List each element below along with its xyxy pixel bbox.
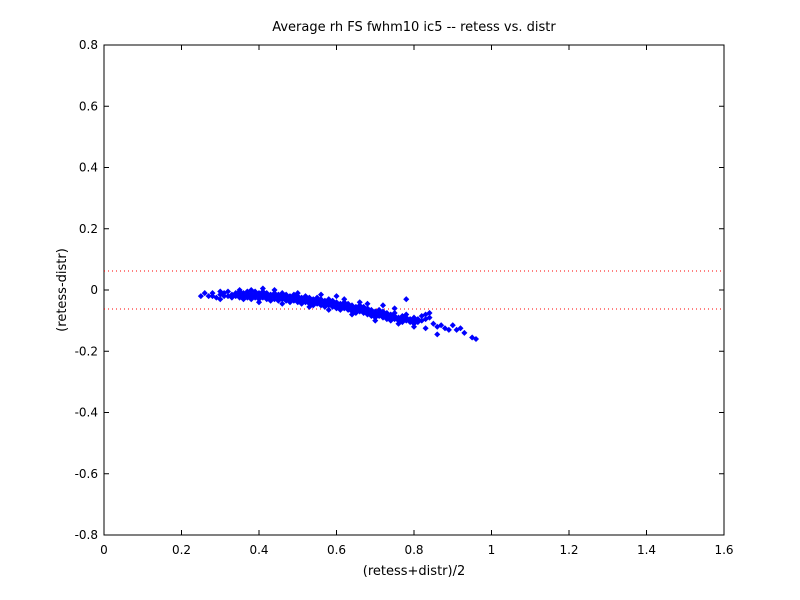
data-point (197, 293, 204, 300)
y-tick-label: -0.2 (75, 344, 98, 358)
y-tick-label: 0.4 (79, 161, 98, 175)
data-point (333, 293, 340, 300)
y-tick-label: -0.6 (75, 467, 98, 481)
x-tick-label: 0 (100, 543, 108, 557)
x-tick-label: 0.2 (172, 543, 191, 557)
y-axis-label: (retess-distr) (55, 248, 70, 332)
data-point (372, 317, 379, 324)
x-tick-label: 1.6 (714, 543, 733, 557)
data-point (391, 309, 398, 316)
data-point (364, 300, 371, 307)
y-tick-label: -0.4 (75, 406, 98, 420)
data-point (410, 323, 418, 330)
x-tick-label: 0.4 (249, 543, 268, 557)
data-point (306, 303, 313, 310)
data-point (438, 322, 445, 329)
y-tick-label: 0.8 (79, 38, 98, 52)
x-tick-label: 1.2 (559, 543, 578, 557)
data-point (379, 302, 387, 309)
data-point (294, 290, 301, 297)
x-axis-ticks: 0 0.2 0.4 0.6 0.8 1 1.2 1.4 1.6 (100, 45, 734, 557)
data-point (403, 296, 410, 303)
data-point (426, 309, 433, 316)
x-tick-label: 1.4 (637, 543, 656, 557)
y-tick-label: 0.2 (79, 222, 98, 236)
y-tick-label: 0.6 (79, 99, 98, 113)
y-axis-ticks: -0.8 -0.6 -0.4 -0.2 0 0.2 0.4 0.6 0.8 (75, 38, 724, 542)
x-tick-label: 0.6 (327, 543, 346, 557)
data-point (472, 335, 480, 343)
y-tick-label: -0.8 (75, 528, 98, 542)
data-point (348, 311, 356, 318)
data-point (217, 296, 224, 303)
data-point (248, 286, 255, 294)
chart-title: Average rh FS fwhm10 ic5 -- retess vs. d… (272, 20, 556, 35)
data-point (403, 311, 410, 318)
data-point (422, 325, 429, 332)
data-point (445, 326, 452, 333)
data-point (391, 305, 398, 312)
data-point (224, 288, 232, 295)
data-point (461, 329, 468, 336)
x-tick-label: 0.8 (404, 543, 423, 557)
data-point (356, 299, 363, 306)
data-point (449, 322, 456, 329)
reference-lines (104, 270, 724, 310)
data-point (201, 290, 208, 297)
x-tick-label: 1 (488, 543, 496, 557)
data-point (259, 285, 266, 292)
data-point (457, 325, 464, 332)
data-points (197, 285, 480, 343)
data-point (236, 286, 243, 294)
data-point (325, 306, 332, 313)
y-tick-label: 0 (90, 283, 98, 297)
data-point (430, 320, 437, 327)
data-point (279, 300, 286, 307)
data-point (271, 286, 278, 294)
data-point (317, 291, 325, 298)
data-point (341, 296, 348, 303)
x-axis-label: (retess+distr)/2 (363, 564, 465, 579)
data-point (426, 314, 433, 321)
data-point (434, 331, 441, 338)
data-point (255, 299, 263, 306)
